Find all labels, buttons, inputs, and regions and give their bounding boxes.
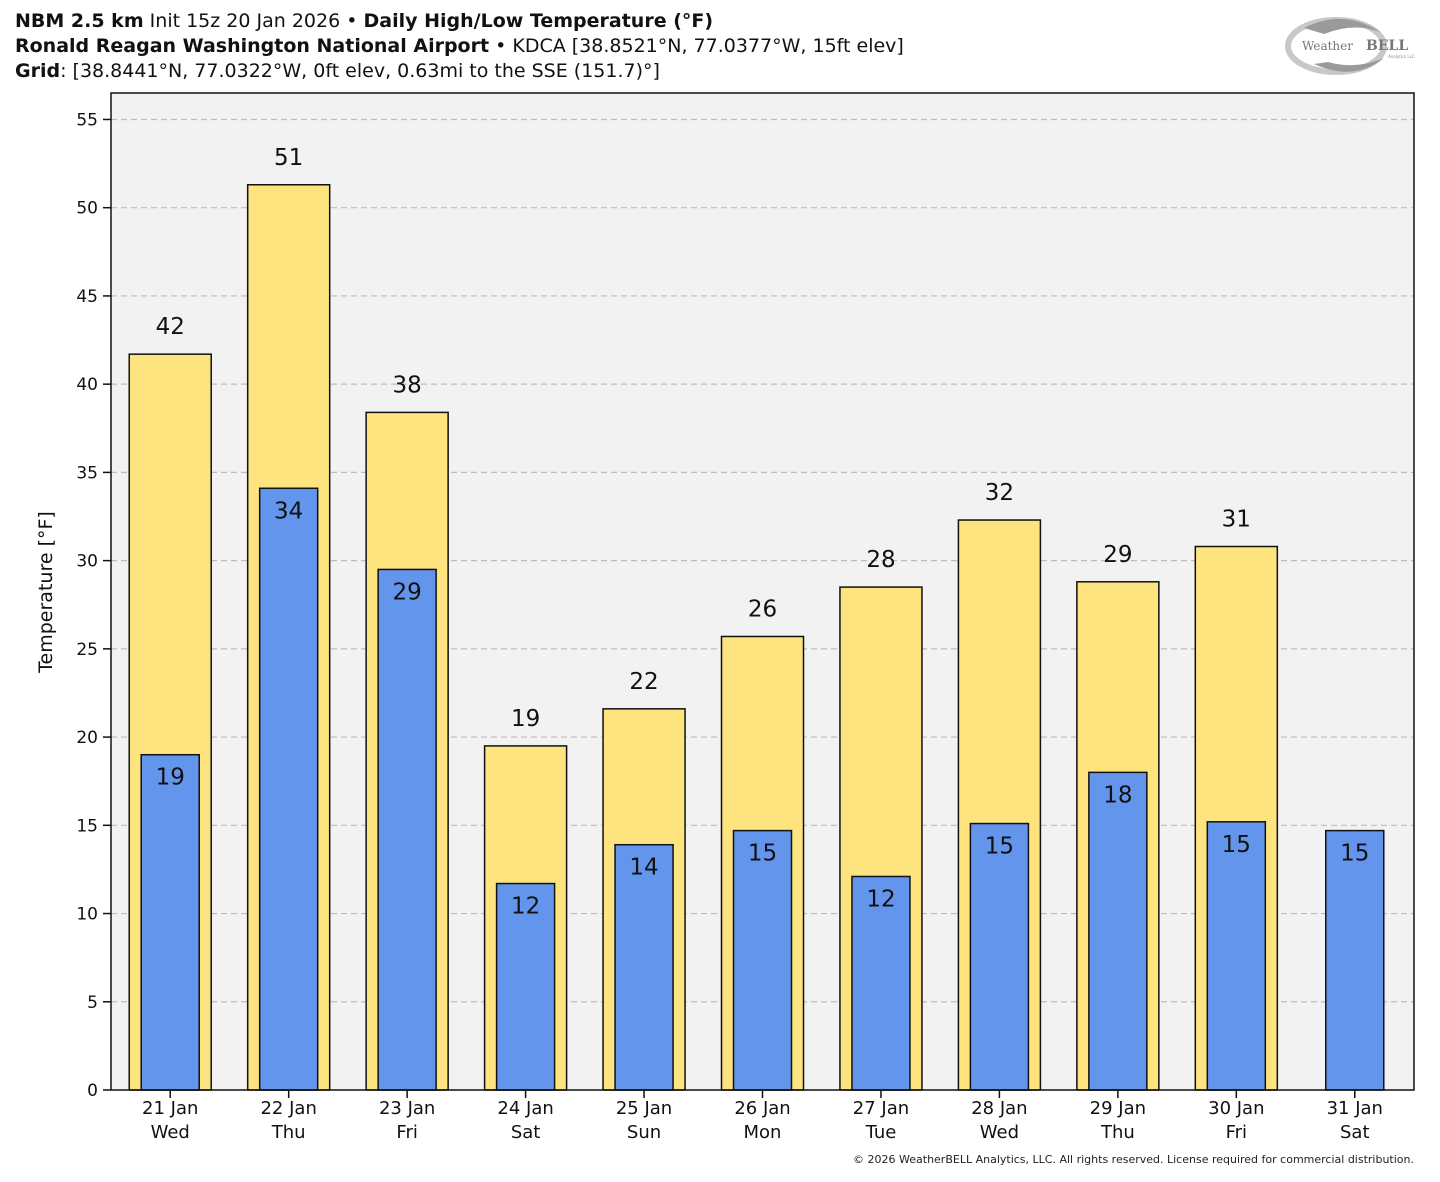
logo-text-weather: Weather [1302, 39, 1353, 53]
title-line: NBM 2.5 km Init 15z 20 Jan 2026 • Daily … [15, 9, 713, 34]
x-tick-day: Thu [271, 1122, 306, 1143]
low-value-label: 19 [156, 765, 185, 791]
x-tick-date: 26 Jan [734, 1098, 790, 1119]
weatherbell-logo: Weather BELL Analytics LLC [1285, 17, 1415, 75]
x-tick-date: 28 Jan [971, 1098, 1027, 1119]
grid-label: Grid [15, 60, 61, 82]
low-bar-24-jan [495, 882, 556, 1091]
low-bar-21-jan [140, 753, 200, 1091]
x-tick-day: Fri [1226, 1122, 1247, 1143]
grid-info: : [38.8441°N, 77.0322°W, 0ft elev, 0.63m… [60, 60, 660, 82]
high-value-label: 42 [156, 314, 185, 340]
x-tick-date: 29 Jan [1090, 1098, 1146, 1119]
x-tick-date: 23 Jan [379, 1098, 435, 1119]
x-tick-day: Tue [865, 1122, 897, 1143]
station-name: Ronald Reagan Washington National Airpor… [15, 35, 490, 57]
copyright-notice: © 2026 WeatherBELL Analytics, LLC. All r… [853, 1153, 1414, 1166]
low-bar-30-jan [1206, 821, 1267, 1091]
low-value-label: 12 [866, 886, 895, 912]
x-tick-date: 31 Jan [1327, 1098, 1383, 1119]
low-bar-29-jan [1088, 771, 1148, 1091]
x-tick-day: Fri [396, 1122, 417, 1143]
x-tick-date: 27 Jan [853, 1098, 909, 1119]
x-tick-day: Sat [1340, 1122, 1370, 1143]
x-tick-day: Thu [1100, 1122, 1135, 1143]
low-value-label: 12 [511, 894, 540, 920]
init-time: Init 15z 20 Jan 2026 [149, 10, 341, 32]
y-tick-label-30: 30 [76, 552, 98, 572]
high-value-label: 51 [274, 145, 303, 171]
y-axis: 0 5 10 15 20 25 30 35 40 45 50 55 [76, 110, 111, 1101]
x-tick-date: 25 Jan [616, 1098, 672, 1119]
y-tick-label-45: 45 [76, 287, 98, 307]
station-bullet: • [495, 35, 507, 57]
low-value-label: 15 [748, 841, 777, 867]
y-axis-label: Temperature [°F] [35, 511, 57, 674]
y-tick-label-15: 15 [76, 816, 98, 836]
y-tick-label-20: 20 [76, 728, 98, 748]
y-tick-label-35: 35 [76, 463, 98, 483]
x-tick-day: Wed [980, 1122, 1019, 1143]
low-value-label: 15 [1340, 841, 1369, 867]
title-bullet: • [346, 10, 358, 32]
low-bar-31-jan [1325, 829, 1385, 1091]
low-bar-25-jan [614, 843, 674, 1091]
bars: 42 19 51 34 38 29 19 12 22 14 26 15 28 12 32 15 29 18 31 15… [128, 145, 1385, 1091]
logo-text-bell: BELL [1366, 38, 1408, 54]
station-line: Ronald Reagan Washington National Airpor… [15, 34, 904, 59]
x-tick-date: 24 Jan [497, 1098, 553, 1119]
low-value-label: 18 [1103, 782, 1132, 808]
low-value-label: 34 [274, 498, 303, 524]
high-value-label: 22 [629, 669, 658, 695]
low-value-label: 15 [985, 834, 1014, 860]
station-info: KDCA [38.8521°N, 77.0377°W, 15ft elev] [512, 35, 904, 57]
x-axis: 21 Jan Wed 22 Jan Thu 23 Jan Fri 24 Jan Sat 25 J… [142, 1090, 1383, 1143]
low-bar-22-jan [258, 487, 319, 1091]
high-value-label: 31 [1222, 507, 1251, 533]
model-name: NBM 2.5 km [15, 10, 144, 32]
y-tick-label-55: 55 [76, 110, 98, 130]
x-tick-day: Mon [744, 1122, 782, 1143]
y-tick-label-40: 40 [76, 375, 98, 395]
y-tick-label-5: 5 [87, 993, 98, 1013]
high-value-label: 19 [511, 706, 540, 732]
x-tick-date: 21 Jan [142, 1098, 198, 1119]
high-value-label: 32 [985, 480, 1014, 506]
y-tick-label-0: 0 [87, 1081, 98, 1101]
low-value-label: 14 [629, 855, 658, 881]
high-value-label: 29 [1103, 542, 1132, 568]
low-bar-26-jan [732, 829, 793, 1091]
y-tick-label-10: 10 [76, 905, 98, 925]
product-name: Daily High/Low Temperature (°F) [363, 10, 714, 32]
x-tick-day: Sun [627, 1122, 661, 1143]
y-tick-label-25: 25 [76, 640, 98, 660]
low-bar-23-jan [377, 568, 437, 1091]
low-value-label: 29 [392, 579, 421, 605]
x-tick-date: 30 Jan [1208, 1098, 1264, 1119]
low-bar-28-jan [969, 822, 1030, 1091]
grid-line: Grid: [38.8441°N, 77.0322°W, 0ft elev, 0… [15, 59, 660, 84]
x-tick-date: 22 Jan [260, 1098, 316, 1119]
x-tick-day: Wed [151, 1122, 190, 1143]
low-value-label: 15 [1222, 832, 1251, 858]
high-value-label: 38 [392, 372, 421, 398]
x-tick-day: Sat [511, 1122, 541, 1143]
plot-frame [110, 92, 1415, 1091]
high-value-label: 26 [748, 596, 777, 622]
logo-subtext: Analytics LLC [1388, 54, 1415, 59]
high-value-label: 28 [866, 547, 895, 573]
y-tick-label-50: 50 [76, 199, 98, 219]
